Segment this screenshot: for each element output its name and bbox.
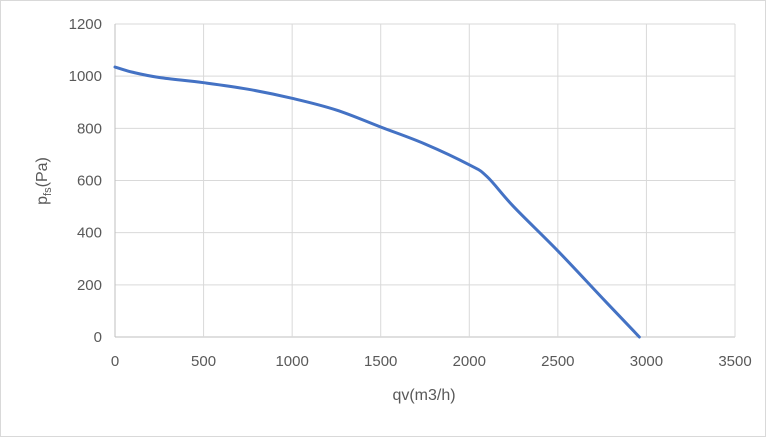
x-tick-label: 500 — [191, 353, 216, 370]
grid-layer — [114, 23, 736, 338]
x-tick-label: 3000 — [630, 353, 663, 370]
x-tick-label: 3500 — [718, 353, 751, 370]
y-tick-label: 600 — [77, 173, 102, 190]
x-tick-label: 1000 — [275, 353, 308, 370]
y-tick-label: 200 — [77, 277, 102, 294]
x-tick-label: 2000 — [453, 353, 486, 370]
x-tick-label: 0 — [111, 353, 119, 370]
y-tick-label: 0 — [94, 329, 102, 346]
x-tick-label: 2500 — [541, 353, 574, 370]
y-tick-label: 800 — [77, 120, 102, 137]
series-layer — [113, 65, 641, 339]
tick-label-layer: 0 200 400 600 800 1000 1200 0 500 1000 1500 2000 250… — [69, 16, 752, 370]
y-tick-label: 1200 — [69, 16, 102, 33]
y-tick-label: 400 — [77, 225, 102, 242]
y-axis-title: pfs(Pa) — [34, 157, 54, 205]
y-axis-title-subscript: fs — [42, 187, 54, 196]
y-axis-title-unit: (Pa) — [34, 157, 51, 187]
y-tick-label: 1000 — [69, 68, 102, 85]
y-axis-title-main: p — [34, 196, 51, 205]
fan-curve-line — [113, 65, 641, 339]
x-axis-title: qv(m3/h) — [392, 387, 455, 404]
x-tick-label: 1500 — [364, 353, 397, 370]
